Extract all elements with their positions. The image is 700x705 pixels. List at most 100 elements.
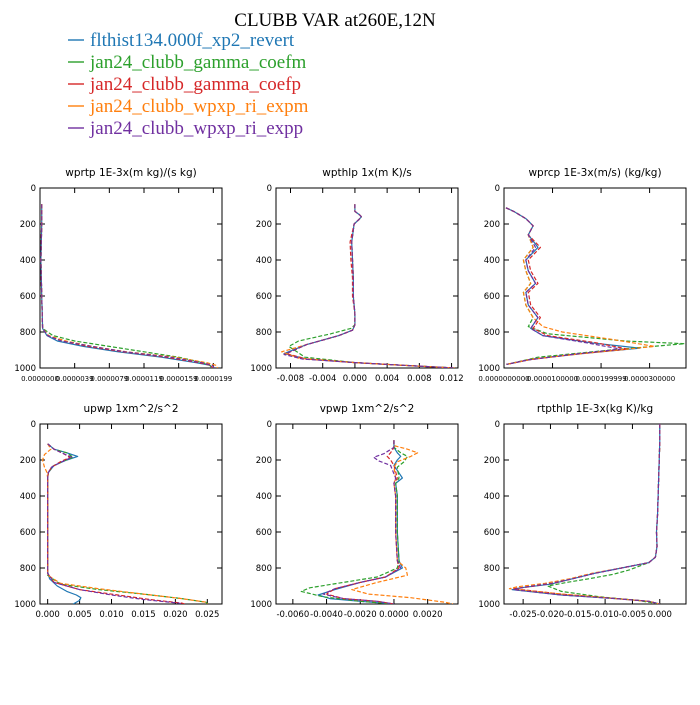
y-tick-label-2-5: 1000 bbox=[478, 364, 500, 374]
y-tick-label-5-0: 0 bbox=[495, 420, 500, 430]
y-tick-label-4-0: 0 bbox=[267, 420, 272, 430]
panel-frame-4 bbox=[275, 423, 459, 605]
x-tick-label-4-2: -0.0020 bbox=[344, 610, 377, 620]
y-tick-label-3-1: 200 bbox=[20, 456, 36, 466]
x-tick-label-0-4: 0.0000159 bbox=[160, 375, 198, 383]
x-tick-label-1-1: -0.004 bbox=[309, 374, 336, 384]
y-tick-label-3-0: 0 bbox=[31, 420, 36, 430]
y-tick-label-1-2: 400 bbox=[256, 256, 272, 266]
panel-1: wpthlp 1x(m K)/s 0 200 400 600 800 1000 -0.008-… bbox=[250, 167, 463, 384]
y-tick-label-2-1: 200 bbox=[484, 220, 500, 230]
y-tick-label-5-1: 200 bbox=[484, 456, 500, 466]
series-line-1-1 bbox=[288, 204, 455, 368]
x-tick-label-2-0: 0.0000000000 bbox=[478, 375, 529, 383]
y-tick-label-2-2: 400 bbox=[484, 256, 500, 266]
y-tick-label-1-3: 600 bbox=[256, 292, 272, 302]
x-tick-label-1-5: 0.012 bbox=[439, 374, 463, 384]
panel-title-4: vpwp 1xm^2/s^2 bbox=[320, 403, 415, 415]
x-tick-label-3-2: 0.010 bbox=[99, 610, 123, 620]
x-tick-label-4-1: -0.0040 bbox=[310, 610, 343, 620]
y-tick-label-2-3: 600 bbox=[484, 292, 500, 302]
panel-title-2: wprcp 1E-3x(m/s) (kg/kg) bbox=[528, 167, 661, 179]
x-tick-label-0-0: 0.0000000 bbox=[21, 375, 59, 383]
x-tick-label-2-1: 0.0000100000 bbox=[527, 375, 578, 383]
panel-frame-5 bbox=[503, 423, 687, 605]
series-line-3-2 bbox=[47, 443, 186, 604]
y-tick-label-0-2: 400 bbox=[20, 256, 36, 266]
series-line-0-0 bbox=[40, 204, 213, 368]
y-tick-label-3-2: 400 bbox=[20, 492, 36, 502]
x-tick-label-1-2: 0.000 bbox=[343, 374, 367, 384]
legend-label-1: jan24_clubb_gamma_coefm bbox=[89, 52, 307, 73]
legend-label-4: jan24_clubb_wpxp_ri_expp bbox=[89, 118, 303, 139]
series-line-4-1 bbox=[300, 440, 409, 604]
x-tick-label-3-1: 0.005 bbox=[67, 610, 91, 620]
panel-title-3: upwp 1xm^2/s^2 bbox=[84, 403, 179, 415]
panel-3: upwp 1xm^2/s^2 0 200 400 600 800 10000.000 0.00… bbox=[14, 403, 223, 620]
x-tick-label-2-2: 0.0000199999 bbox=[575, 375, 626, 383]
series-line-1-4 bbox=[283, 204, 455, 368]
x-tick-label-5-2: -0.015 bbox=[564, 610, 591, 620]
y-tick-label-0-4: 800 bbox=[20, 328, 36, 338]
y-tick-label-0-5: 1000 bbox=[14, 364, 36, 374]
x-tick-label-5-3: -0.010 bbox=[591, 610, 618, 620]
x-tick-label-2-3: 0.0000300000 bbox=[624, 375, 675, 383]
panel-0: wprtp 1E-3x(m kg)/(s kg) 0 200 400 600 800 100… bbox=[14, 167, 232, 383]
x-tick-label-1-3: 0.004 bbox=[375, 374, 399, 384]
series-line-5-3 bbox=[508, 424, 661, 604]
x-tick-label-4-4: 0.0020 bbox=[413, 610, 443, 620]
panel-2: wprcp 1E-3x(m/s) (kg/kg) 0 200 400 600 800 100… bbox=[478, 167, 687, 383]
series-line-4-3 bbox=[351, 440, 454, 604]
legend: flthist134.000f_xp2_revertjan24_clubb_ga… bbox=[68, 30, 309, 139]
panel-title-5: rtpthlp 1E-3x(kg K)/kg bbox=[537, 403, 653, 415]
y-tick-label-5-2: 400 bbox=[484, 492, 500, 502]
legend-label-2: jan24_clubb_gamma_coefp bbox=[89, 74, 301, 95]
y-tick-label-0-0: 0 bbox=[31, 184, 36, 194]
panel-frame-0 bbox=[39, 187, 223, 369]
y-tick-label-3-5: 1000 bbox=[14, 600, 36, 610]
series-line-5-0 bbox=[511, 424, 661, 604]
x-tick-label-1-0: -0.008 bbox=[277, 374, 304, 384]
x-tick-label-5-5: 0.000 bbox=[648, 610, 672, 620]
series-line-1-3 bbox=[281, 204, 455, 368]
y-tick-label-2-4: 800 bbox=[484, 328, 500, 338]
series-line-3-4 bbox=[47, 443, 182, 604]
x-tick-label-0-3: 0.0000119 bbox=[125, 375, 163, 383]
y-tick-label-4-3: 600 bbox=[256, 528, 272, 538]
series-line-5-2 bbox=[512, 424, 661, 604]
y-tick-label-2-0: 0 bbox=[495, 184, 500, 194]
x-tick-label-0-1: 0.0000039 bbox=[56, 375, 94, 383]
y-tick-label-3-3: 600 bbox=[20, 528, 36, 538]
x-tick-label-4-3: 0.0000 bbox=[379, 610, 409, 620]
y-tick-label-4-2: 400 bbox=[256, 492, 272, 502]
legend-label-0: flthist134.000f_xp2_revert bbox=[90, 30, 295, 51]
x-tick-label-3-4: 0.020 bbox=[163, 610, 187, 620]
y-tick-label-5-3: 600 bbox=[484, 528, 500, 538]
y-tick-label-1-0: 0 bbox=[267, 184, 272, 194]
y-tick-label-5-5: 1000 bbox=[478, 600, 500, 610]
y-tick-label-1-4: 800 bbox=[256, 328, 272, 338]
y-tick-label-4-4: 800 bbox=[256, 564, 272, 574]
x-tick-label-0-2: 0.0000079 bbox=[90, 375, 128, 383]
figure-title: CLUBB VAR at260E,12N bbox=[234, 10, 436, 31]
x-tick-label-1-4: 0.008 bbox=[407, 374, 431, 384]
panel-frame-1 bbox=[275, 187, 459, 369]
x-tick-label-3-5: 0.025 bbox=[195, 610, 219, 620]
x-tick-label-3-0: 0.000 bbox=[35, 610, 59, 620]
x-tick-label-4-0: -0.0060 bbox=[276, 610, 309, 620]
series-line-2-4 bbox=[505, 207, 622, 365]
y-tick-label-0-1: 200 bbox=[20, 220, 36, 230]
series-line-4-4 bbox=[322, 440, 402, 604]
panel-5: rtpthlp 1E-3x(kg K)/kg02004006008001000-… bbox=[478, 403, 687, 620]
panel-frame-2 bbox=[503, 187, 687, 369]
panel-frame-3 bbox=[39, 423, 223, 605]
panels: wprtp 1E-3x(m kg)/(s kg) 0 200 400 600 800 100… bbox=[14, 167, 687, 620]
y-tick-label-4-5: 1000 bbox=[250, 600, 272, 610]
x-tick-label-0-5: 0.0000199 bbox=[194, 375, 232, 383]
panel-title-1: wpthlp 1x(m K)/s bbox=[322, 167, 412, 179]
y-tick-label-3-4: 800 bbox=[20, 564, 36, 574]
x-tick-label-5-0: -0.025 bbox=[509, 610, 536, 620]
